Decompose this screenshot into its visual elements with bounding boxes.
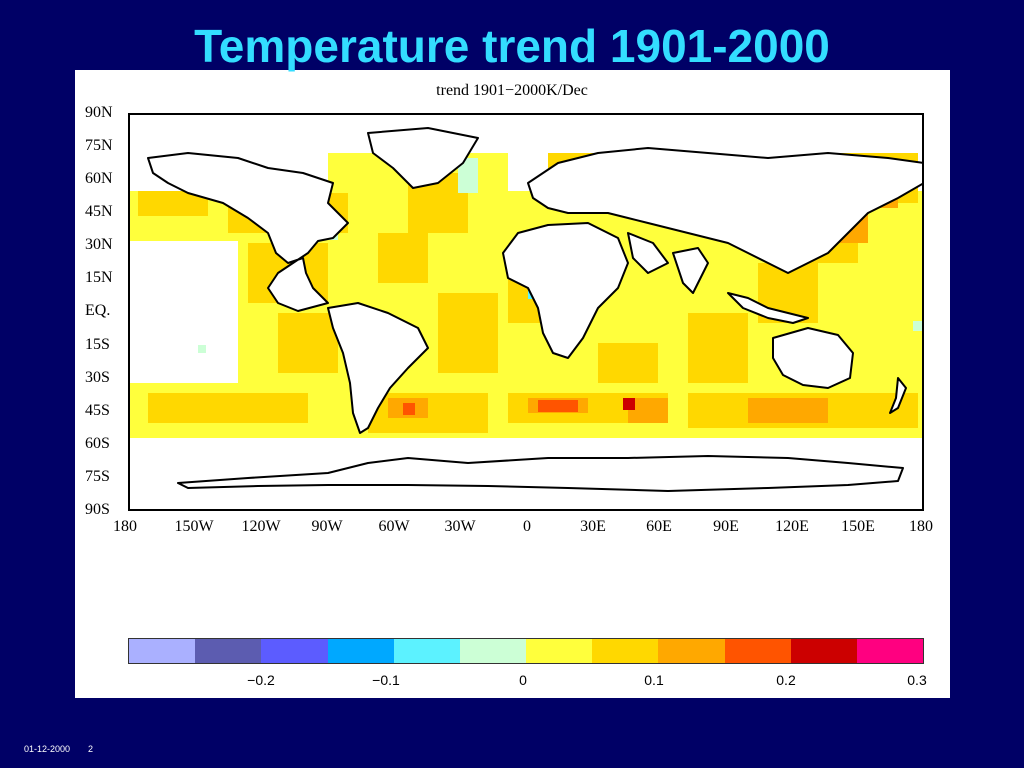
colorbar-label-minus-0-1: −0.1 (372, 672, 400, 688)
footer-page-number: 2 (88, 744, 94, 754)
colorbar-label-0: 0 (519, 672, 527, 688)
lon-label-150e: 150E (841, 518, 875, 535)
lon-label-60w: 60W (378, 518, 410, 535)
lon-label-30w: 30W (444, 518, 476, 535)
lat-label-30s: 30S (85, 369, 110, 386)
lat-label-90n: 90N (85, 104, 113, 121)
lat-label-60n: 60N (85, 170, 113, 187)
lon-label-30e: 30E (580, 518, 606, 535)
colorbar-swatch-8 (658, 639, 725, 663)
colorbar-swatch-10 (790, 639, 857, 663)
colorbar-label-0-3: 0.3 (907, 672, 927, 688)
map-border (128, 113, 924, 511)
colorbar-swatch-7 (592, 639, 659, 663)
lat-label-75n: 75N (85, 137, 113, 154)
lon-label-120w: 120W (241, 518, 281, 535)
colorbar-swatch-4 (393, 639, 460, 663)
lon-label-0: 0 (523, 518, 531, 535)
colorbar-swatch-9 (724, 639, 791, 663)
lat-label-15s: 15S (85, 336, 110, 353)
colorbar-swatch-11 (856, 639, 924, 663)
lon-label-90e: 90E (713, 518, 739, 535)
lat-label-60s: 60S (85, 435, 110, 452)
colorbar-swatch-1 (195, 639, 262, 663)
lat-label-45s: 45S (85, 402, 110, 419)
lon-label-180w: 180 (113, 518, 137, 535)
lon-label-60e: 60E (646, 518, 672, 535)
colorbar-label-0-1: 0.1 (644, 672, 664, 688)
lon-label-120e: 120E (775, 518, 809, 535)
map-title: trend 1901−2000K/Dec (436, 82, 588, 99)
colorbar (128, 638, 924, 664)
lon-label-180e: 180 (909, 518, 933, 535)
colorbar-swatch-6 (526, 639, 593, 663)
colorbar-swatch-3 (327, 639, 394, 663)
lat-label-15n: 15N (85, 269, 113, 286)
lat-label-90s: 90S (85, 501, 110, 518)
lon-label-90w: 90W (311, 518, 343, 535)
lat-label-30n: 30N (85, 236, 113, 253)
lon-label-150w: 150W (174, 518, 214, 535)
colorbar-label-0-2: 0.2 (776, 672, 796, 688)
colorbar-swatch-5 (459, 639, 527, 663)
colorbar-label-minus-0-2: −0.2 (247, 672, 275, 688)
footer-date: 01-12-2000 (24, 744, 71, 754)
trend-map (128, 113, 924, 511)
land-masses (147, 127, 924, 492)
slide-title: Temperature trend 1901-2000 (194, 20, 830, 72)
colorbar-swatch-0 (129, 639, 196, 663)
colorbar-swatch-2 (261, 639, 328, 663)
lat-label-75s: 75S (85, 468, 110, 485)
lat-label-45n: 45N (85, 203, 113, 220)
lat-label-eq: EQ. (85, 302, 111, 319)
